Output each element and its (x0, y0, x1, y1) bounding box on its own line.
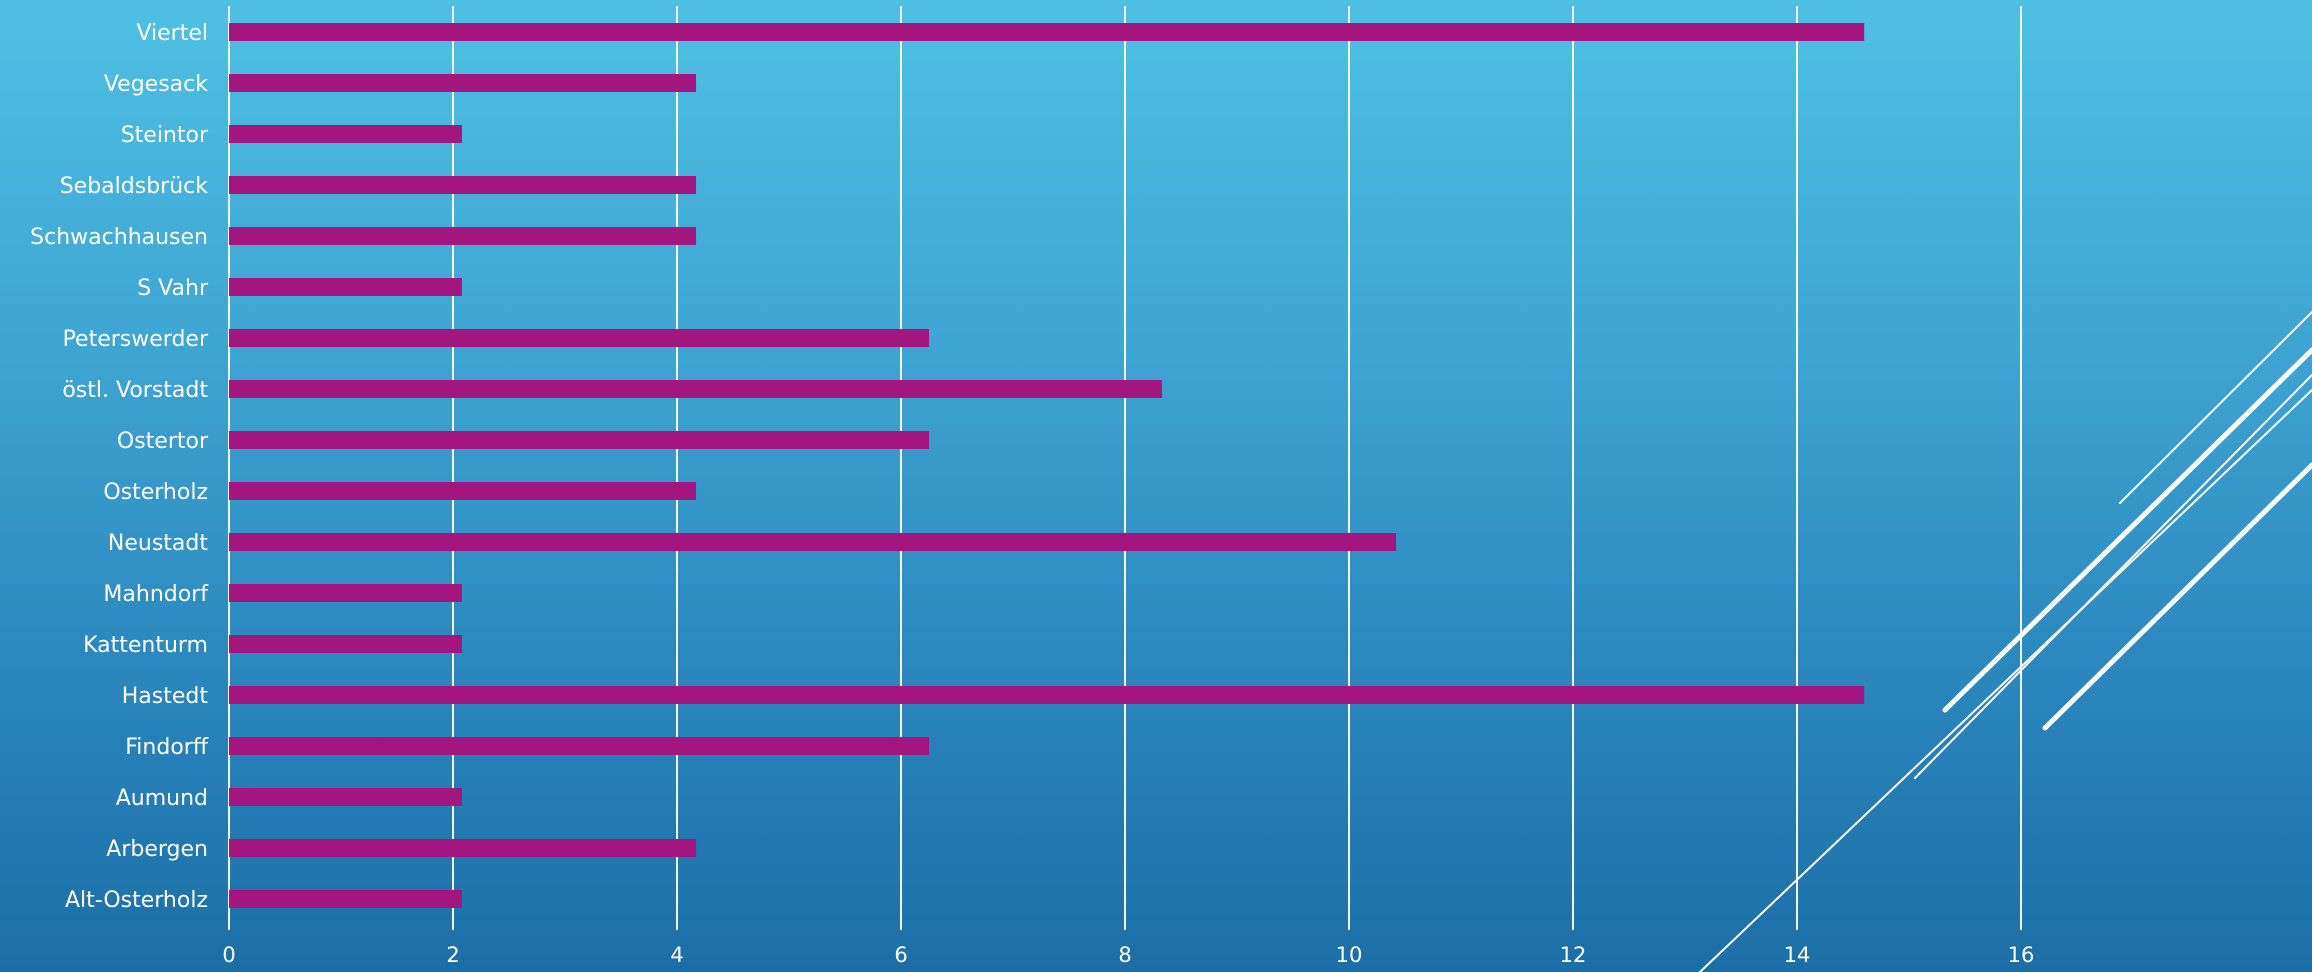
bar-8 (229, 431, 929, 449)
x-tick-label: 10 (1336, 943, 1363, 967)
bar-2 (229, 125, 462, 143)
category-label: S Vahr (137, 276, 209, 301)
category-label: Alt-Osterholz (65, 888, 208, 913)
category-label: Schwachhausen (30, 225, 208, 250)
deco-line-1 (1699, 389, 2312, 972)
deco-line-4 (2042, 462, 2312, 731)
x-tick-label: 0 (222, 943, 235, 967)
x-tick-label: 4 (670, 943, 683, 967)
bar-14 (229, 737, 929, 755)
category-label: Steintor (121, 123, 209, 148)
bar-4 (229, 227, 697, 245)
bar-16 (229, 839, 697, 857)
category-label: östl. Vorstadt (62, 378, 208, 403)
bar-13 (229, 686, 1865, 704)
bar-6 (229, 329, 929, 347)
bar-1 (229, 74, 697, 92)
bar-10 (229, 533, 1397, 551)
category-label: Aumund (116, 786, 208, 811)
bar-9 (229, 482, 697, 500)
x-tick-label: 6 (894, 943, 907, 967)
bars (229, 23, 1865, 908)
category-labels: Viertel Vegesack Steintor Sebaldsbrück Schwa… (30, 21, 209, 913)
deco-line-3 (1914, 374, 2312, 779)
x-tick-label: 2 (446, 943, 459, 967)
bar-12 (229, 635, 462, 653)
bar-7 (229, 380, 1162, 398)
category-label: Osterholz (103, 480, 208, 505)
category-label: Viertel (136, 21, 208, 46)
x-tick-label: 8 (1118, 943, 1131, 967)
category-label: Hastedt (122, 684, 209, 709)
category-label: Findorff (125, 735, 209, 760)
category-label: Ostertor (117, 429, 209, 454)
deco-line-5 (2119, 311, 2312, 504)
grid-lines (228, 6, 2022, 930)
category-label: Vegesack (104, 72, 208, 97)
x-tick-label: 16 (2008, 943, 2035, 967)
x-tick-label: 12 (1560, 943, 1587, 967)
category-label: Mahndorf (103, 582, 209, 607)
bar-0 (229, 23, 1865, 41)
category-label: Sebaldsbrück (60, 174, 209, 199)
category-label: Arbergen (106, 837, 208, 862)
category-label: Peterswerder (63, 327, 209, 352)
diagonal-lines-decoration (1699, 311, 2312, 972)
bar-11 (229, 584, 462, 602)
bar-3 (229, 176, 697, 194)
tick-labels: 0 2 4 6 8 10 12 14 16 (222, 943, 2034, 967)
deco-line-2 (1942, 347, 2312, 713)
category-label: Kattenturm (83, 633, 208, 658)
bar-5 (229, 278, 462, 296)
x-tick-label: 14 (1784, 943, 1811, 967)
bar-17 (229, 890, 462, 908)
bar-15 (229, 788, 462, 806)
category-label: Neustadt (108, 531, 208, 556)
